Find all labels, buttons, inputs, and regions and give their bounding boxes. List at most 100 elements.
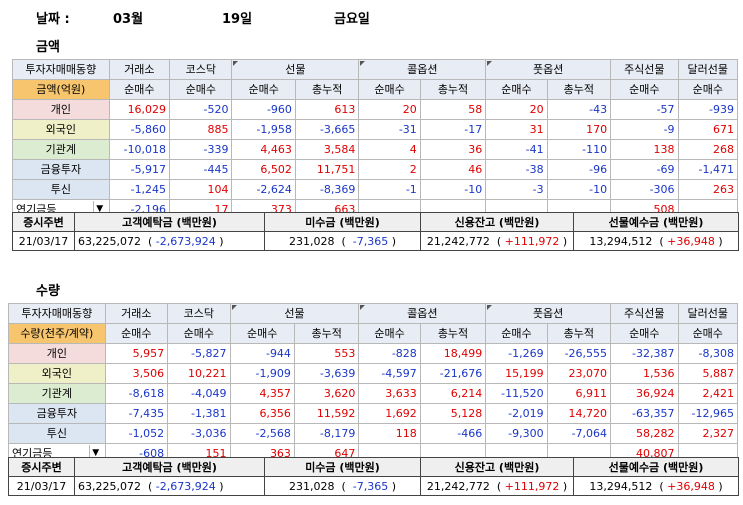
value-cell: 18,499 [419,343,487,364]
value-cell: 104 [169,179,233,200]
value-cell: 36,924 [610,383,679,404]
value-cell: -69 [610,159,679,180]
value-cell: -4,049 [167,383,231,404]
value-cell: 3,620 [293,383,360,404]
day-value: 19일 [222,12,253,27]
sub-header: 순매수 [104,323,169,344]
value-cell: -520 [169,99,233,120]
investor-row-label: 투신 [12,179,110,200]
deposit-change: -2,673,924 [155,479,216,493]
value-cell: 2,421 [677,383,738,404]
value-cell: -4,597 [358,363,421,384]
summary-header: 신용잔고 (백만원) [420,457,574,477]
investor-row-label: 기관계 [8,383,106,404]
group-header-call[interactable]: 콜옵션 [358,59,487,80]
sub-header: 순매수 [169,79,233,100]
investor-row-label: 기관계 [12,139,110,160]
investor-name: 투신 [50,183,71,196]
sub-header: 순매수 [610,79,679,100]
amount-rows: 개인 16,029 -520 -960 613 20 58 20 -43 -57 -939 외국인 -5… [12,99,739,220]
deposit-cell: 63,225,072 ( -2,673,924 ) [74,476,265,496]
group-header-put[interactable]: 풋옵션 [485,59,612,80]
sub-header: 총누적 [546,79,612,100]
credit-cell: 21,242,772 ( +111,972 ) [420,476,574,496]
value-cell: -466 [419,423,487,444]
value-cell: 15,199 [485,363,548,384]
group-header-futures[interactable]: 선물 [229,303,360,324]
value-cell: -5,827 [167,343,231,364]
value-cell: -1,269 [485,343,548,364]
table-row: 금융투자 -5,917 -445 6,502 11,751 2 46 -38 -96 -69 -1,… [12,159,739,180]
value-cell: -1,245 [108,179,171,200]
futures-deposit-change: +36,948 [667,234,715,248]
date-label: 날짜 : [36,12,70,27]
table-row: 외국인 3,506 10,221 -1,909 -3,639 -4,597 -21,676 1… [8,363,738,384]
table-row: 개인 16,029 -520 -960 613 20 58 20 -43 -57 -939 [12,99,739,120]
credit-cell: 21,242,772 ( +111,972 ) [420,231,574,251]
investor-row-label: 외국인 [12,119,110,140]
summary-header: 선물예수금 (백만원) [573,212,739,232]
value-cell: 2,327 [677,423,738,444]
sub-header: 순매수 [167,323,231,344]
value-cell: 31 [485,119,548,140]
investor-name: 기관계 [45,143,77,156]
value-cell: -3 [485,179,548,200]
value-cell: -41 [485,139,548,160]
value-cell: -17 [419,119,487,140]
investor-header: 투자자매매동향 [8,303,106,324]
value-cell: -1,909 [229,363,295,384]
value-cell: 10,221 [167,363,231,384]
value-cell: -306 [610,179,679,200]
investor-row-label: 개인 [12,99,110,120]
investor-name: 금융투자 [36,407,78,420]
sub-header: 순매수 [677,323,738,344]
value-cell: -12,965 [677,403,738,424]
group-header: 주식선물 [610,303,679,324]
value-cell: -7,435 [104,403,169,424]
table-row: 투신 -1,052 -3,036 -2,568 -8,179 118 -466 -9,300-… [8,423,738,444]
value-cell: -8,179 [293,423,360,444]
value-cell: -8,308 [677,343,738,364]
unpaid-change: -7,365 [352,479,389,493]
value-cell: 5,887 [677,363,738,384]
group-header: 주식선물 [610,59,679,80]
group-header-call[interactable]: 콜옵션 [358,303,487,324]
value-cell: -63,357 [610,403,679,424]
unpaid-value: 231,028 [288,479,335,493]
group-header: 거래소 [104,303,169,324]
group-header-futures[interactable]: 선물 [231,59,360,80]
unpaid-change: -7,365 [352,234,389,248]
value-cell: 3,584 [294,139,360,160]
value-cell: 613 [294,99,360,120]
investor-name: 외국인 [41,367,73,380]
value-cell: -8,618 [104,383,169,404]
value-cell: -10 [419,179,487,200]
group-header-put[interactable]: 풋옵션 [485,303,612,324]
value-cell: -8,369 [294,179,360,200]
value-cell: 20 [485,99,548,120]
amount-header-sub: 금액(억원) 순매수 순매수 순매수 총누적 순매수 총누적 순매수 총누적 순… [12,79,739,100]
futures-deposit-value: 13,294,512 [589,234,653,248]
sub-header: 총누적 [419,323,487,344]
table-row: 외국인 -5,860 885 -1,958 -3,665 -31 -17 31 170 -9 671 [12,119,739,140]
group-header: 코스닥 [167,303,231,324]
value-cell: 23,070 [546,363,612,384]
quantity-header-groups: 투자자매매동향 거래소 코스닥 선물 콜옵션 풋옵션 주식선물 달러선물 [8,303,738,324]
summary-header: 증시주변 [8,457,75,477]
value-cell: -38 [485,159,548,180]
value-cell: 3,633 [358,383,421,404]
value-cell: 5,128 [419,403,487,424]
value-cell: -1,958 [231,119,296,140]
sub-header: 총누적 [546,323,612,344]
value-cell: -10,018 [108,139,171,160]
value-cell: 11,751 [294,159,360,180]
dropdown-arrow-icon[interactable]: ▼ [92,201,106,218]
value-cell: -1,381 [167,403,231,424]
dropdown-arrow-icon[interactable]: ▼ [88,445,102,462]
unit-mode-selector[interactable]: 수량(천주/계약) [8,323,106,344]
investor-row-label: 외국인 [8,363,106,384]
unit-mode-selector[interactable]: 금액(억원) [12,79,110,100]
sub-header: 순매수 [358,79,421,100]
investor-row-label: 투신 [8,423,106,444]
group-header: 달러선물 [677,59,739,80]
